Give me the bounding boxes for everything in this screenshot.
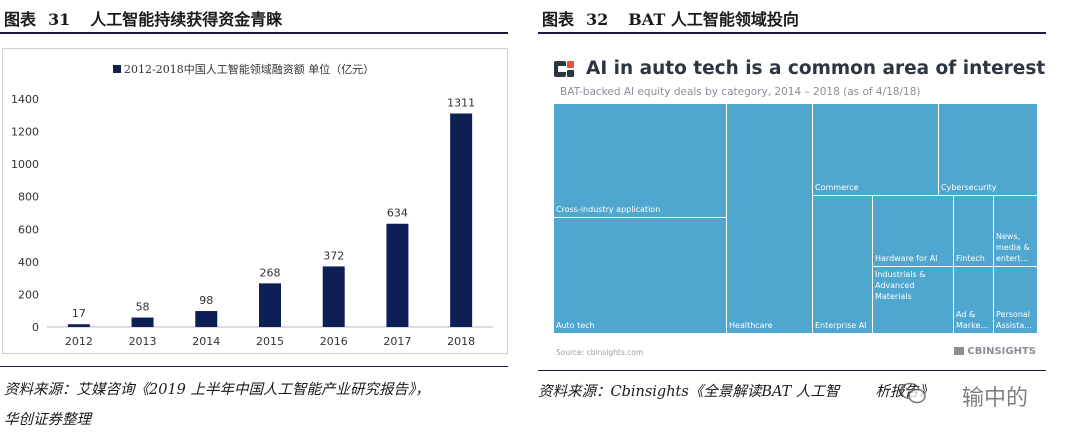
x-tick-label: 2012 — [65, 335, 93, 348]
figure-31-caption: 人工智能持续获得资金青睐 — [90, 10, 283, 29]
treemap-label: Cross-industry application — [556, 205, 661, 214]
treemap-label: Auto tech — [556, 321, 595, 330]
wechat-watermark: 输中的 — [900, 378, 1070, 411]
treemap-subtitle: BAT-backed AI equity deals by category, … — [560, 86, 921, 98]
figure-31-source-line2: 华创证券整理 — [4, 412, 91, 428]
cbinsights-mark-icon — [954, 347, 965, 355]
y-tick-label: 1000 — [11, 158, 39, 171]
treemap-label: Personal Assista... — [996, 310, 1032, 330]
figure-31-title-rule — [0, 32, 508, 34]
data-label-2017: 634 — [387, 207, 408, 220]
treemap-label: Industrials & Advanced Materials — [875, 270, 926, 301]
treemap-area: Cross-industry application Auto tech Hea… — [554, 104, 1038, 334]
x-tick-label: 2018 — [447, 335, 475, 348]
treemap-cell-cross-industry: Cross-industry application — [554, 104, 727, 218]
figure-31-source-line1: 资料来源：艾媒咨询《2019 上半年中国人工智能产业研究报告》， — [4, 382, 430, 398]
wechat-icon — [900, 382, 926, 404]
treemap-cell-industrials: Industrials & Advanced Materials — [873, 267, 954, 334]
cbinsights-logo-icon — [554, 61, 574, 77]
treemap-cell-auto-tech: Auto tech — [554, 218, 727, 334]
x-tick-label: 2013 — [129, 335, 157, 348]
treemap-label: Ad & Marke... — [956, 310, 988, 330]
figure-32-label: 图表 — [542, 10, 575, 29]
legend-swatch — [113, 65, 121, 73]
treemap-title: AI in auto tech is a common area of inte… — [586, 58, 1046, 79]
data-label-2014: 98 — [199, 294, 213, 307]
data-label-2016: 372 — [323, 249, 344, 262]
treemap-image: AI in auto tech is a common area of inte… — [542, 46, 1046, 370]
bar-chart: 2012-2018中国人工智能领域融资额 单位（亿元） 0 200 400 600 800… — [11, 62, 493, 348]
treemap-source: Source: cbinsights.com — [556, 348, 644, 357]
treemap-cell-enterprise-ai: Enterprise AI — [813, 196, 873, 334]
y-tick-label: 0 — [32, 321, 39, 334]
bar-2017 — [386, 223, 409, 327]
figure-32-title: 图表 32 BAT 人工智能领域投向 — [542, 6, 799, 30]
figure-32-number: 32 — [586, 10, 609, 29]
treemap-label: Hardware for AI — [875, 254, 938, 263]
x-tick-label: 2014 — [192, 335, 220, 348]
figure-32-source-line: 资料来源：Cbinsights《全景解读BAT 人工智 析报告》 — [538, 380, 933, 404]
figure-32-caption: BAT 人工智能领域投向 — [628, 10, 799, 29]
treemap-cell-hardware-ai: Hardware for AI — [873, 196, 954, 267]
treemap-cell-ad-marketing: Ad & Marke... — [954, 267, 994, 334]
data-label-2015: 268 — [260, 266, 281, 279]
treemap-label: Fintech — [956, 254, 985, 263]
y-tick-label: 400 — [18, 256, 39, 269]
data-label-2013: 58 — [136, 301, 150, 314]
treemap-label: Enterprise AI — [815, 321, 867, 330]
data-label-2018: 1311 — [447, 96, 475, 109]
figure-31-number: 31 — [48, 10, 71, 29]
y-tick-label: 200 — [18, 288, 39, 301]
bar-chart-frame: 2012-2018中国人工智能领域融资额 单位（亿元） 0 200 400 600 800… — [2, 48, 508, 354]
legend-label: 2012-2018中国人工智能领域融资额 单位（亿元） — [124, 62, 374, 76]
treemap-brand: CBINSIGHTS — [954, 346, 1036, 357]
treemap-cell-fintech: Fintech — [954, 196, 994, 267]
bar-2012 — [67, 324, 90, 327]
treemap-cell-commerce: Commerce — [813, 104, 939, 196]
y-tick-label: 800 — [18, 191, 39, 204]
y-tick-label: 1400 — [11, 93, 39, 106]
x-tick-label: 2015 — [256, 335, 284, 348]
treemap-cell-personal-assistant: Personal Assista... — [994, 267, 1038, 334]
treemap-cell-healthcare: Healthcare — [727, 104, 813, 334]
treemap-cell-cybersecurity: Cybersecurity — [939, 104, 1038, 196]
bar-2016 — [322, 266, 345, 327]
y-tick-label: 600 — [18, 223, 39, 236]
treemap-label: Cybersecurity — [941, 183, 997, 192]
figure-32-source-text: 资料来源：Cbinsights《全景解读BAT 人工智 — [538, 384, 840, 400]
y-tick-label: 1200 — [11, 126, 39, 139]
figure-32-title-rule — [538, 32, 1046, 34]
figure-31-title: 图表 31 人工智能持续获得资金青睐 — [4, 6, 282, 30]
bar-2015 — [259, 283, 281, 327]
treemap-brand-text: CBINSIGHTS — [967, 346, 1036, 357]
bar-2018 — [450, 113, 473, 327]
bar-2014 — [195, 311, 218, 327]
x-tick-label: 2016 — [320, 335, 348, 348]
watermark-text: 输中的 — [962, 386, 1029, 411]
figure-31-source-rule — [0, 366, 508, 367]
x-tick-label: 2017 — [383, 335, 411, 348]
figure-31-label: 图表 — [4, 10, 37, 29]
figure-32-source-rule — [538, 370, 1046, 371]
treemap-label: News, media & entert... — [996, 232, 1030, 263]
treemap-label: Healthcare — [729, 321, 773, 330]
bar-2013 — [131, 317, 154, 327]
data-label-2012: 17 — [72, 307, 86, 320]
treemap-label: Commerce — [815, 183, 859, 192]
treemap-cell-news-media: News, media & entert... — [994, 196, 1038, 267]
